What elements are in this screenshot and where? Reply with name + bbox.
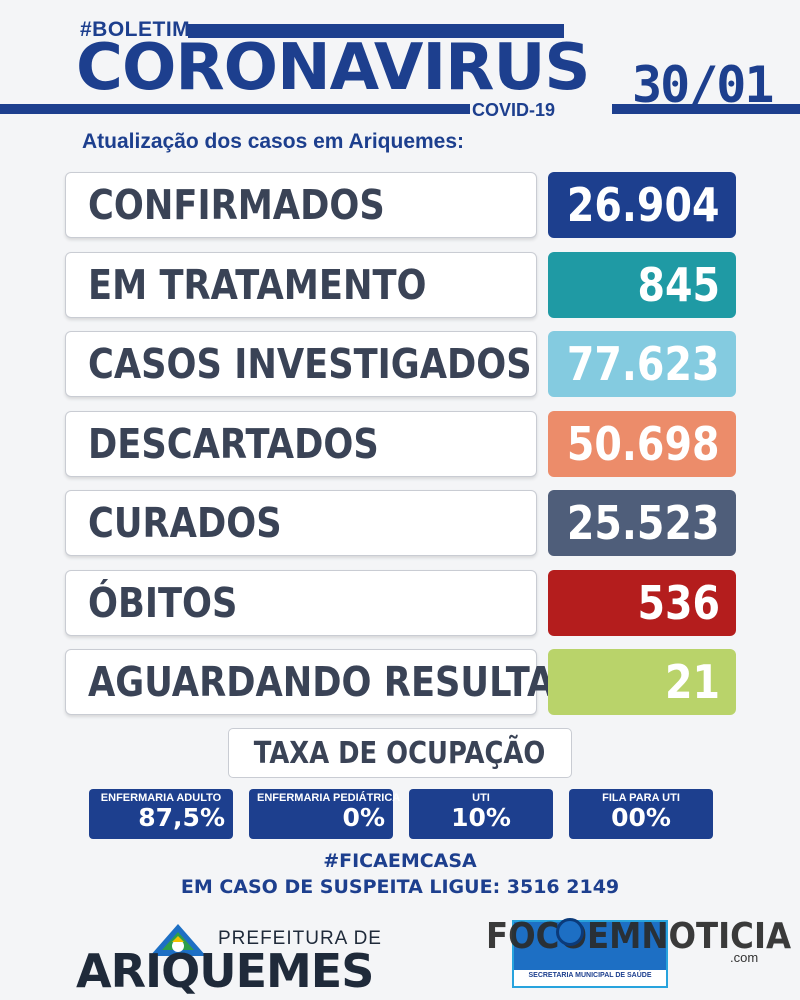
stat-value: 845 [637, 258, 720, 312]
stat-value: 536 [637, 576, 720, 630]
stat-label: CONFIRMADOS [88, 181, 385, 229]
occupancy-title: TAXA DE OCUPAÇÃO [254, 735, 546, 771]
ariquemes-flag-icon [150, 924, 206, 956]
occupancy-pediatric-ward: ENFERMARIA PEDIÁTRICA 0% [249, 789, 401, 839]
occupancy-adult-ward: ENFERMARIA ADULTO 87,5% [89, 789, 233, 839]
update-subtitle: Atualização dos casos em Ariquemes: [82, 130, 465, 153]
stat-label-box: CURADOS [65, 490, 537, 556]
stat-label-box: ÓBITOS [65, 570, 537, 636]
watermark-suffix: .com [730, 950, 759, 965]
occupancy-value: 10% [451, 803, 511, 832]
semsau-caption: SECRETARIA MUNICIPAL DE SAÚDE [528, 972, 652, 979]
stat-label-box: EM TRATAMENTO [65, 252, 537, 318]
header-decor-bar [188, 24, 564, 38]
stat-label-box: CASOS INVESTIGADOS [65, 331, 537, 397]
stat-label: CASOS INVESTIGADOS [88, 340, 532, 388]
stat-value: 77.623 [567, 337, 720, 391]
ariquemes-logo-text: ARIQUEMES [76, 944, 374, 998]
covid-tag: COVID-19 [472, 100, 556, 120]
occupancy-title-box: TAXA DE OCUPAÇÃO [228, 728, 572, 778]
stat-label-box: AGUARDANDO RESULTADO [65, 649, 614, 715]
stat-label: EM TRATAMENTO [88, 261, 427, 309]
stat-label-box: DESCARTADOS [65, 411, 537, 477]
occupancy-value: 87,5% [138, 803, 225, 832]
occupancy-uti: UTI 10% [409, 789, 553, 839]
occupancy-value: 00% [611, 803, 671, 832]
stat-value-box: 845 [548, 252, 736, 318]
occupancy-label: UTI [472, 792, 490, 804]
occupancy-label: ENFERMARIA PEDIÁTRICA [257, 792, 401, 804]
stat-value-box: 50.698 [548, 411, 736, 477]
watermark-globe-icon [556, 918, 584, 946]
stat-value: 21 [664, 655, 720, 709]
page-title: CORONAVÍRUS [76, 31, 590, 105]
date-underline-bar [612, 104, 800, 114]
occupancy-uti-queue: FILA PARA UTI 00% [569, 789, 713, 839]
stat-value: 26.904 [567, 178, 720, 232]
stat-value: 25.523 [567, 496, 720, 550]
stat-value-box: 25.523 [548, 490, 736, 556]
stat-label: ÓBITOS [88, 579, 238, 627]
ficaemcasa-hashtag: #FICAEMCASA [323, 850, 477, 872]
stat-value-box: 536 [548, 570, 736, 636]
prefeitura-label: PREFEITURA DE [218, 928, 382, 949]
stat-label: DESCARTADOS [88, 420, 379, 468]
title-underline-bar [0, 104, 470, 114]
stat-value-box: 21 [548, 649, 736, 715]
stat-value: 50.698 [567, 417, 720, 471]
semsau-logo-banner [514, 922, 666, 970]
occupancy-label: ENFERMARIA ADULTO [100, 792, 222, 804]
stat-label-box: CONFIRMADOS [65, 172, 537, 238]
watermark-text: FOCOEMNOTICIA [486, 916, 792, 957]
phone-notice: EM CASO DE SUSPEITA LIGUE: 3516 2149 [180, 876, 620, 898]
stat-value-box: 26.904 [548, 172, 736, 238]
stat-label: CURADOS [88, 499, 282, 547]
stat-value-box: 77.623 [548, 331, 736, 397]
stat-label: AGUARDANDO RESULTADO [88, 658, 614, 706]
occupancy-value: 0% [342, 803, 385, 832]
boletim-hashtag: #BOLETIM [80, 18, 191, 41]
occupancy-label: FILA PARA UTI [602, 792, 680, 804]
